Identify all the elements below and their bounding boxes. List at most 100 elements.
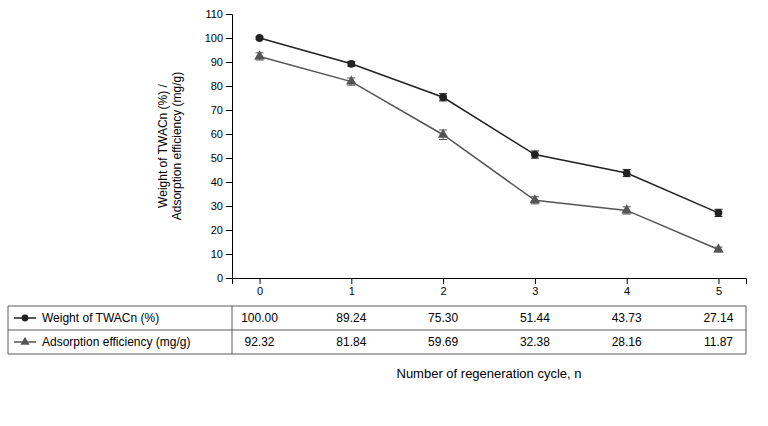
table-border [8, 330, 746, 331]
x-tick-mark [627, 278, 628, 284]
point [347, 60, 355, 68]
legend-symbol [20, 337, 29, 345]
y-tick: 10 [211, 248, 232, 260]
y-tick-mark [226, 38, 232, 39]
y-tick: 110 [205, 8, 232, 20]
x-tick: 2 [441, 278, 447, 297]
legend-entry: Adsorption efficiency (mg/g) [14, 335, 191, 349]
error-bar [531, 151, 539, 158]
table-border [8, 354, 746, 355]
legend-entry: Weight of TWACn (%) [14, 311, 159, 325]
y-tick-mark [226, 206, 232, 207]
series-line [260, 38, 719, 213]
table: Weight of TWACn (%) 100.00 89.24 75.30 51.44… [8, 306, 746, 354]
x-axis-line [233, 279, 747, 285]
legend-symbol [22, 315, 29, 322]
y-tick: 90 [211, 56, 232, 68]
y-tick-mark [226, 62, 232, 63]
x-tick-label: 4 [624, 285, 630, 297]
table-value: 89.24 [336, 311, 366, 325]
y-tick: 100 [205, 32, 232, 44]
table-value: 27.14 [703, 311, 733, 325]
table-value: 92.32 [245, 335, 275, 349]
y-tick-mark [226, 86, 232, 87]
x-tick-mark [443, 278, 444, 284]
legend-label: Adsorption efficiency (mg/g) [42, 335, 191, 349]
table-value: 81.84 [336, 335, 366, 349]
y-tick-mark [226, 134, 232, 135]
y-axis-line [226, 15, 233, 279]
x-tick: 1 [349, 278, 355, 297]
series-line [260, 56, 719, 249]
series [256, 34, 723, 217]
table-border [232, 306, 233, 354]
table-value: 75.30 [428, 311, 458, 325]
y-tick-label: 60 [211, 128, 223, 140]
table-value: 100.00 [241, 311, 278, 325]
point [531, 151, 539, 159]
y-tick-label: 0 [217, 272, 223, 284]
y-tick: 0 [217, 272, 232, 284]
y-tick-label: 80 [211, 80, 223, 92]
plot: 0 10 20 30 40 50 60 70 80 90 100 110 0 1 2 3 4 5 [205, 8, 747, 297]
table-value: 59.69 [428, 335, 458, 349]
y-tick-mark [226, 254, 232, 255]
y-tick: 80 [211, 80, 232, 92]
y-tick-label: 40 [211, 176, 223, 188]
y-tick-label: 50 [211, 152, 223, 164]
y-axis-title: Weight of TWACn (%) /Adsorption efficien… [156, 72, 184, 221]
y-tick: 50 [211, 152, 232, 164]
x-tick-label: 0 [257, 285, 263, 297]
point [715, 209, 723, 217]
x-tick-mark [260, 278, 261, 284]
x-tick: 0 [257, 278, 263, 297]
x-tick-mark [718, 278, 719, 284]
table-value: 43.73 [612, 311, 642, 325]
y-tick-label: 70 [211, 104, 223, 116]
y-tick-mark [226, 110, 232, 111]
x-tick-mark [351, 278, 352, 284]
point [621, 204, 632, 213]
y-tick-label: 10 [211, 248, 223, 260]
x-tick-label: 2 [441, 285, 447, 297]
y-tick: 70 [211, 104, 232, 116]
table-value: 28.16 [612, 335, 642, 349]
x-tick: 4 [624, 278, 630, 297]
x-tick-label: 5 [716, 285, 722, 297]
point [256, 34, 264, 42]
table-border [8, 306, 746, 307]
y-tick-mark [226, 230, 232, 231]
table-value: 51.44 [520, 311, 550, 325]
x-tick-label: 3 [532, 285, 538, 297]
point [254, 50, 265, 59]
error-bar [439, 94, 447, 101]
x-tick-label: 1 [349, 285, 355, 297]
y-tick-mark [226, 278, 232, 279]
error-bar [623, 169, 631, 176]
x-tick: 3 [532, 278, 538, 297]
point [713, 243, 724, 252]
y-tick-label: 20 [211, 224, 223, 236]
y-tick-mark [226, 158, 232, 159]
x-axis: 0 1 2 3 4 5 [233, 278, 747, 297]
point [346, 76, 357, 85]
series [254, 50, 723, 252]
y-tick: 30 [211, 200, 232, 212]
y-tick: 40 [211, 176, 232, 188]
error-bar [714, 209, 722, 216]
marks [254, 34, 723, 252]
x-axis-title: Number of regeneration cycle, n [397, 366, 582, 381]
table-value: 11.87 [704, 335, 733, 349]
y-tick-label: 90 [211, 56, 223, 68]
legend-label: Weight of TWACn (%) [42, 311, 159, 325]
point [439, 93, 447, 101]
y-tick-mark [226, 182, 232, 183]
y-axis: 0 10 20 30 40 50 60 70 80 90 100 110 [205, 8, 233, 284]
table-border [746, 306, 747, 354]
y-tick-label: 110 [205, 8, 223, 20]
y-tick-label: 30 [211, 200, 223, 212]
y-tick-label: 100 [205, 32, 223, 44]
table-border [8, 306, 9, 354]
point [438, 129, 449, 138]
y-tick-mark [226, 14, 232, 15]
